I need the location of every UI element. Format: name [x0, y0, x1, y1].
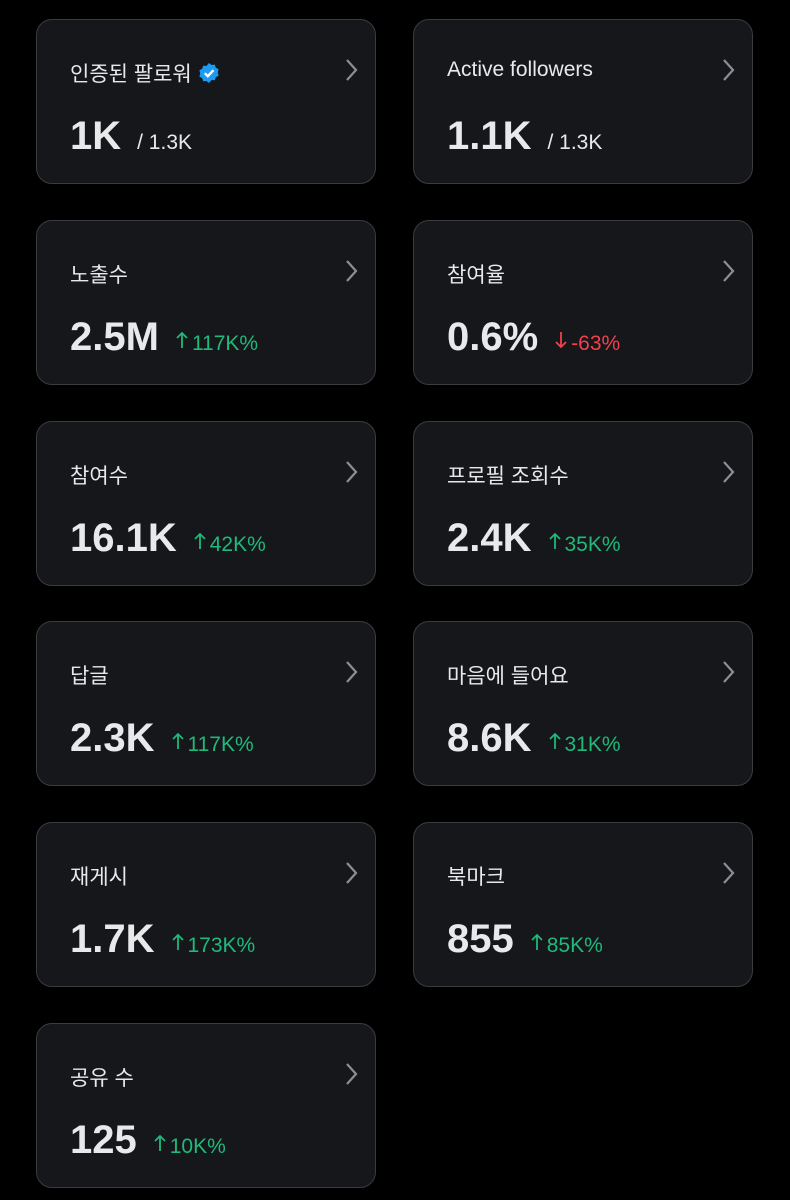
metric-label: 참여율	[447, 263, 505, 287]
metric-label: 공유 수	[70, 1067, 134, 1090]
metric-change: 31K%	[548, 731, 621, 757]
trend-arrow	[171, 933, 184, 951]
chevron	[346, 661, 358, 684]
metric-label: 재게시	[70, 866, 128, 890]
metric-value: 1.1K	[447, 114, 532, 158]
change-text: 31K%	[564, 733, 621, 757]
metric-row: 1K / 1.3K	[70, 114, 192, 159]
change-text: 173K%	[187, 934, 256, 958]
metric-label: 북마크	[447, 866, 505, 890]
chevron	[723, 661, 735, 684]
metric-row: 855 85K%	[447, 917, 603, 962]
metric-label-row: 참여수	[70, 460, 128, 490]
chevron	[346, 862, 358, 884]
metric-change: 173K%	[171, 932, 256, 958]
change-text: 117K%	[191, 331, 259, 355]
change-text: -63%	[571, 331, 621, 355]
trend-arrow	[555, 331, 567, 349]
change-text: 10K%	[169, 1135, 226, 1158]
metric-value: 16.1K	[70, 515, 177, 560]
metric-total: / 1.3K	[547, 131, 603, 154]
metric-change: 10K%	[153, 1133, 226, 1159]
metric-label: 참여수	[70, 464, 128, 488]
metric-value: 2.3K	[70, 716, 155, 761]
metric-label-row: 북마크	[447, 861, 505, 891]
chevron	[723, 862, 735, 884]
metric-label-row: 마음에 들어요	[447, 660, 569, 690]
metric-label: Active followers	[447, 58, 593, 81]
metric-label-row: Active followers	[447, 58, 593, 82]
metric-change: -63%	[554, 330, 620, 356]
metric-label: 노출수	[70, 263, 128, 287]
change-text: 35K%	[564, 532, 621, 556]
metric-label: 답글	[70, 665, 109, 689]
metric-card[interactable]: 프로필 조회수 2.4K 35K%	[413, 420, 753, 586]
metric-change: 35K%	[548, 531, 621, 557]
metric-value: 0.6%	[447, 314, 539, 359]
metric-change: 117K%	[171, 731, 254, 757]
metric-row: 16.1K 42K%	[70, 516, 266, 561]
metric-change: 117K%	[175, 330, 258, 356]
metric-change: 42K%	[193, 531, 266, 557]
metric-card[interactable]: 재게시 1.7K 173K%	[36, 822, 376, 988]
metric-total: / 1.3K	[137, 131, 193, 154]
metric-label-row: 재게시	[70, 861, 128, 891]
chevron	[346, 260, 358, 282]
trend-arrow	[531, 933, 543, 951]
metric-row: 8.6K 31K%	[447, 716, 621, 761]
metric-label: 인증된 팔로워	[70, 63, 192, 86]
chevron	[346, 460, 358, 483]
metric-card[interactable]: 마음에 들어요 8.6K 31K%	[413, 621, 753, 787]
metric-value: 125	[70, 1118, 137, 1162]
metric-card[interactable]: Active followers 1.1K / 1.3K	[413, 19, 753, 184]
metric-label-row: 인증된 팔로워	[70, 58, 220, 88]
metric-card[interactable]: 참여율 0.6% -63%	[413, 219, 753, 385]
verified-badge	[199, 63, 219, 83]
metric-row: 2.5M 117K%	[70, 315, 258, 360]
metric-label-row: 답글	[70, 660, 109, 690]
metric-label: 프로필 조회수	[447, 464, 569, 488]
metric-value: 2.5M	[70, 314, 159, 359]
metric-label-row: 프로필 조회수	[447, 460, 569, 490]
chevron	[346, 59, 358, 81]
metric-card[interactable]: 북마크 855 85K%	[413, 822, 753, 988]
metric-value: 855	[447, 917, 514, 962]
metric-value: 8.6K	[447, 716, 532, 761]
trend-arrow	[154, 1134, 166, 1151]
metric-row: 1.1K / 1.3K	[447, 114, 602, 159]
change-text: 85K%	[546, 934, 603, 958]
trend-arrow	[171, 733, 184, 750]
metric-row: 125 10K%	[70, 1118, 226, 1163]
metric-card[interactable]: 답글 2.3K 117K%	[36, 621, 376, 787]
trend-arrow	[548, 733, 561, 750]
metric-card[interactable]: 공유 수 125 10K%	[36, 1023, 376, 1188]
metric-label-row: 노출수	[70, 259, 128, 289]
metric-card[interactable]: 인증된 팔로워 1K / 1.3K	[36, 19, 376, 184]
metric-row: 2.3K 117K%	[70, 716, 254, 761]
metric-card[interactable]: 노출수 2.5M 117K%	[36, 219, 376, 385]
chevron	[346, 1063, 358, 1085]
metric-label-row: 참여율	[447, 259, 505, 289]
metric-value: 1.7K	[70, 917, 155, 962]
metric-card[interactable]: 참여수 16.1K 42K%	[36, 420, 376, 586]
metric-value: 2.4K	[447, 515, 532, 560]
metric-value: 1K	[70, 114, 122, 158]
metric-row: 0.6% -63%	[447, 315, 620, 360]
metric-change: 85K%	[530, 932, 603, 958]
trend-arrow	[548, 532, 561, 549]
chevron	[723, 460, 735, 483]
metric-label-row: 공유 수	[70, 1062, 134, 1092]
change-text: 117K%	[187, 733, 254, 757]
metric-row: 2.4K 35K%	[447, 516, 621, 561]
trend-arrow	[194, 532, 206, 549]
chevron	[723, 59, 735, 81]
chevron	[723, 260, 735, 282]
change-text: 42K%	[209, 532, 266, 556]
trend-arrow	[176, 331, 188, 348]
metric-label: 마음에 들어요	[447, 665, 569, 689]
metric-row: 1.7K 173K%	[70, 917, 255, 962]
